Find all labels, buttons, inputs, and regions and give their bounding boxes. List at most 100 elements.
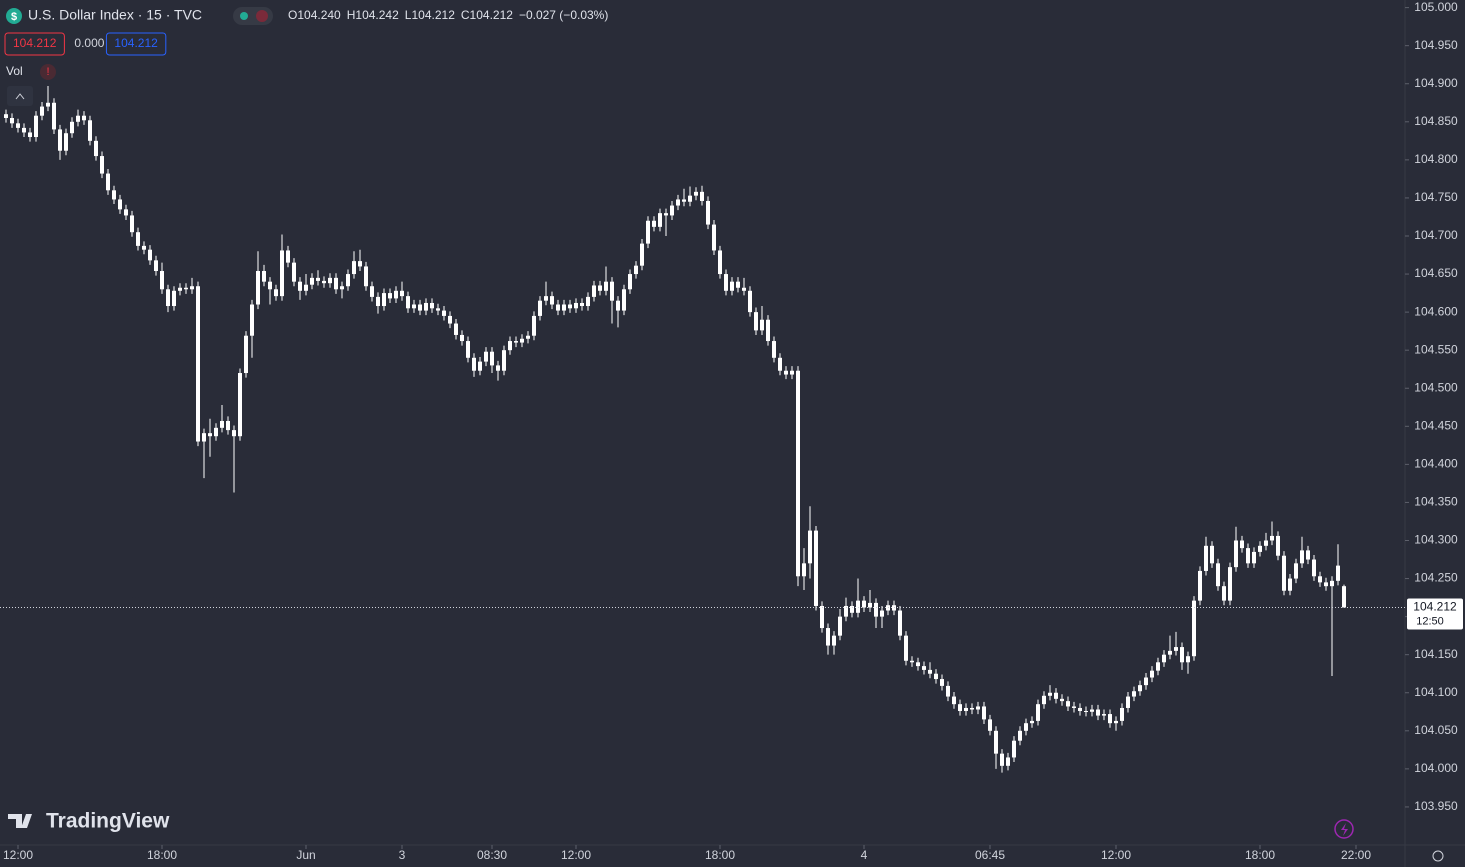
candle-body (832, 635, 836, 646)
candle-body (736, 281, 740, 288)
x-tick-label: 18:00 (1245, 848, 1275, 862)
candle-body (310, 277, 314, 285)
alert-icon[interactable] (1334, 819, 1354, 839)
candle-body (916, 662, 920, 667)
candle-body (1144, 677, 1148, 686)
candle-body (70, 121, 74, 134)
candle-body (1120, 707, 1124, 721)
candle-body (202, 433, 206, 442)
candle-body (436, 308, 440, 311)
candle-body (148, 249, 152, 261)
candle-body (1114, 720, 1118, 724)
candle-body (796, 370, 800, 577)
candle-body (478, 361, 482, 371)
candle-body (532, 315, 536, 336)
candle-body (604, 281, 608, 291)
price-box-label: 104.212 (114, 36, 158, 50)
candle-body (820, 605, 824, 629)
candle-body (1330, 580, 1334, 587)
y-tick-label: 104.000 (1414, 761, 1458, 775)
candle-body (112, 190, 116, 200)
candle-body (658, 213, 662, 227)
candle-body (1018, 730, 1022, 741)
candle-body (382, 293, 386, 307)
candle-body (352, 261, 356, 275)
price-box-label: 0.000 (74, 36, 104, 50)
candle-body (1288, 578, 1292, 591)
candle-body (472, 357, 476, 371)
candle-body (442, 310, 446, 316)
candle-body (610, 281, 614, 301)
price-box-label: 104.212 (13, 36, 57, 50)
candle-body (1042, 695, 1046, 705)
candle-body (1210, 545, 1214, 564)
candle-body (856, 600, 860, 613)
candle-body (1198, 570, 1202, 601)
candle-body (172, 290, 176, 307)
candle-body (646, 220, 650, 244)
y-tick-label: 104.500 (1414, 380, 1458, 394)
warning-icon[interactable] (40, 64, 56, 80)
candle-body (10, 117, 14, 124)
candle-body (802, 563, 806, 577)
x-tick-label: Jun (296, 848, 315, 862)
x-tick-label: 12:00 (561, 848, 591, 862)
settings-icon[interactable] (1432, 850, 1444, 862)
candle-body (340, 286, 344, 290)
candle-body (1270, 535, 1274, 541)
warning-icon-glyph: ! (46, 66, 49, 78)
candle-body (388, 293, 392, 299)
candle-body (1300, 550, 1304, 564)
candle-body (484, 351, 488, 362)
candle-body (694, 191, 698, 196)
ohlc-legend: O 104.240 H 104.242 L 104.212 C 104.212 −0.027 (… (288, 8, 608, 22)
symbol-icon-glyph: $ (11, 11, 17, 23)
candle-body (190, 286, 194, 290)
candle-body (682, 199, 686, 202)
candle-body (82, 115, 86, 121)
candle-body (616, 300, 620, 311)
candle-body (514, 341, 518, 343)
x-tick-label: 22:00 (1341, 848, 1371, 862)
candle-body (1318, 576, 1322, 583)
candle-body (982, 706, 986, 720)
legend-value: 104.212 (470, 8, 514, 22)
candle-body (94, 140, 98, 157)
candle-body (934, 673, 938, 680)
candle-body (22, 127, 26, 133)
candle-body (1342, 586, 1346, 608)
candle-body (232, 430, 236, 437)
candle-body (1108, 714, 1112, 724)
candle-body (628, 274, 632, 290)
candle-body (1168, 650, 1172, 655)
candle-body (826, 628, 830, 646)
candle-body (274, 289, 278, 297)
legend-change: −0.027 (−0.03%) (519, 8, 608, 22)
candle-body (688, 195, 692, 202)
candle-body (1192, 600, 1196, 657)
y-tick-label: 104.250 (1414, 571, 1458, 585)
candle-body (1306, 550, 1310, 560)
collapse-button[interactable] (7, 86, 33, 106)
candle-body (538, 300, 542, 316)
candle-body (898, 610, 902, 636)
y-tick-label: 104.400 (1414, 457, 1458, 471)
y-tick-label: 104.700 (1414, 228, 1458, 242)
x-tick-label: 3 (399, 848, 406, 862)
legend-key: H (347, 8, 356, 22)
candle-body (928, 669, 932, 674)
candle-body (556, 304, 560, 311)
logo-mark (8, 814, 32, 828)
candle-body (1246, 548, 1250, 564)
candle-body (1312, 559, 1316, 577)
legend-key: O (288, 8, 297, 22)
candle-body (1036, 704, 1040, 721)
candle-body (598, 285, 602, 291)
candle-body (580, 302, 584, 307)
candle-body (952, 696, 956, 705)
candle-body (460, 334, 464, 342)
candle-body (1294, 563, 1298, 579)
y-tick-label: 104.850 (1414, 114, 1458, 128)
candle-body (1240, 540, 1244, 549)
candle-body (4, 114, 8, 118)
